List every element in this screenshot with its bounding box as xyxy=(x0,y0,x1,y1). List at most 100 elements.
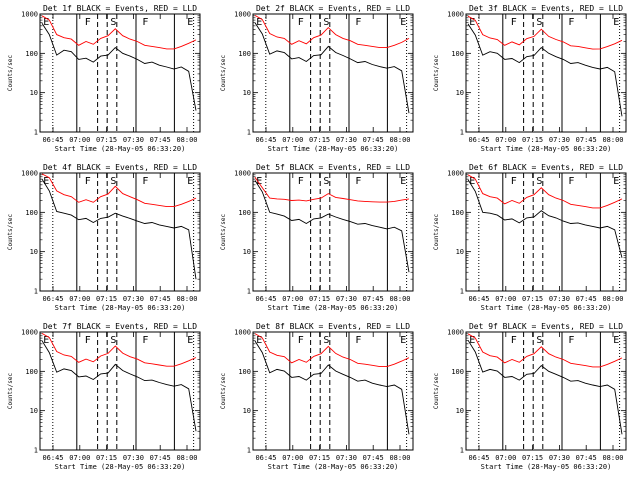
x-tick-label: 07:00 xyxy=(69,136,90,144)
y-tick-label: 100 xyxy=(25,368,38,376)
plot-frame xyxy=(39,331,201,451)
interval-label: S xyxy=(323,176,329,187)
panel-title: Det 8f BLACK = Events, RED = LLD xyxy=(256,322,410,331)
y-axis-label: Counts/sec xyxy=(7,373,14,410)
y-axis-label: Counts/sec xyxy=(7,214,14,251)
y-tick-label: 1000 xyxy=(234,170,251,178)
y-tick-label: 1000 xyxy=(21,11,38,19)
panel-det-1: Det 1f BLACK = Events, RED = LLD Counts/s… xyxy=(7,4,201,153)
interval-label: F xyxy=(355,17,361,28)
y-tick-label: 10 xyxy=(243,89,251,97)
x-tick-label: 06:45 xyxy=(468,454,489,462)
interval-label: F xyxy=(568,17,574,28)
events-series-line xyxy=(254,340,410,435)
x-tick-label: 06:45 xyxy=(42,454,63,462)
events-series-line xyxy=(41,23,197,111)
plot-frame xyxy=(252,172,414,292)
panel-det-8: Det 8f BLACK = Events, RED = LLD Counts/s… xyxy=(220,322,414,471)
y-tick-label: 100 xyxy=(238,209,251,217)
panel-det-6: Det 6f BLACK = Events, RED = LLD Counts/s… xyxy=(433,163,627,312)
lld-series-line xyxy=(467,15,623,50)
y-tick-label: 1 xyxy=(460,447,464,455)
x-tick-label: 07:45 xyxy=(576,295,597,303)
plot-frame xyxy=(465,331,627,451)
interval-label: F xyxy=(298,335,304,346)
x-tick-label: 06:45 xyxy=(468,295,489,303)
interval-label: F xyxy=(355,176,361,187)
events-series-line xyxy=(467,179,623,258)
panel-title: Det 9f BLACK = Events, RED = LLD xyxy=(469,322,623,331)
y-tick-label: 10 xyxy=(243,407,251,415)
y-tick-label: 1000 xyxy=(234,329,251,337)
y-tick-label: 100 xyxy=(25,50,38,58)
x-tick-label: 07:45 xyxy=(150,136,171,144)
interval-label: S xyxy=(110,17,116,28)
plot-frame xyxy=(252,13,414,133)
x-tick-label: 07:15 xyxy=(309,136,330,144)
panel-det-2: Det 2f BLACK = Events, RED = LLD Counts/s… xyxy=(220,4,414,153)
y-axis-label: Counts/sec xyxy=(220,55,227,92)
x-axis-label: Start Time (28-May-05 06:33:20) xyxy=(268,304,399,312)
x-axis-label: Start Time (28-May-05 06:33:20) xyxy=(55,145,186,153)
x-tick-label: 07:15 xyxy=(309,454,330,462)
panel-title: Det 7f BLACK = Events, RED = LLD xyxy=(43,322,197,331)
x-tick-label: 08:00 xyxy=(389,136,410,144)
x-tick-label: 07:00 xyxy=(282,454,303,462)
x-tick-label: 07:15 xyxy=(96,295,117,303)
interval-label: F xyxy=(298,17,304,28)
x-tick-label: 06:45 xyxy=(468,136,489,144)
interval-label: F xyxy=(85,335,91,346)
panel-title: Det 6f BLACK = Events, RED = LLD xyxy=(469,163,623,172)
panel-title: Det 3f BLACK = Events, RED = LLD xyxy=(469,4,623,13)
panel-title: Det 4f BLACK = Events, RED = LLD xyxy=(43,163,197,172)
interval-label: S xyxy=(536,176,542,187)
x-tick-label: 07:00 xyxy=(69,454,90,462)
x-tick-label: 07:45 xyxy=(576,454,597,462)
interval-label: S xyxy=(323,17,329,28)
y-tick-label: 10 xyxy=(456,248,464,256)
x-tick-label: 07:30 xyxy=(549,454,570,462)
x-tick-label: 06:45 xyxy=(42,295,63,303)
x-tick-label: 08:00 xyxy=(389,454,410,462)
interval-label: F xyxy=(142,17,148,28)
y-tick-label: 1000 xyxy=(447,170,464,178)
panel-det-3: Det 3f BLACK = Events, RED = LLD Counts/s… xyxy=(433,4,627,153)
x-tick-label: 07:30 xyxy=(336,295,357,303)
y-axis-label: Counts/sec xyxy=(220,214,227,251)
interval-label: E xyxy=(43,176,49,187)
x-tick-label: 08:00 xyxy=(176,454,197,462)
x-axis-label: Start Time (28-May-05 06:33:20) xyxy=(268,463,399,471)
y-tick-label: 100 xyxy=(451,368,464,376)
x-tick-label: 08:00 xyxy=(389,295,410,303)
y-tick-label: 100 xyxy=(238,50,251,58)
x-tick-label: 07:00 xyxy=(282,136,303,144)
y-tick-label: 100 xyxy=(451,50,464,58)
y-tick-label: 1 xyxy=(34,288,38,296)
interval-label: F xyxy=(142,176,148,187)
y-tick-label: 10 xyxy=(456,407,464,415)
x-tick-label: 07:00 xyxy=(495,136,516,144)
lld-series-line xyxy=(467,333,623,368)
interval-label: E xyxy=(400,176,406,187)
y-tick-label: 100 xyxy=(238,368,251,376)
x-tick-label: 07:15 xyxy=(522,454,543,462)
interval-label: F xyxy=(568,176,574,187)
plot-frame xyxy=(39,13,201,133)
interval-label: E xyxy=(469,176,475,187)
x-tick-label: 07:30 xyxy=(123,295,144,303)
y-tick-label: 1 xyxy=(247,447,251,455)
interval-label: F xyxy=(85,17,91,28)
x-tick-label: 08:00 xyxy=(176,295,197,303)
x-tick-label: 07:15 xyxy=(522,136,543,144)
y-tick-label: 1 xyxy=(460,129,464,137)
x-tick-label: 07:30 xyxy=(336,454,357,462)
x-tick-label: 07:45 xyxy=(363,295,384,303)
x-tick-label: 07:15 xyxy=(309,295,330,303)
interval-label: E xyxy=(43,335,49,346)
lld-series-line xyxy=(41,333,197,367)
x-tick-label: 07:45 xyxy=(363,136,384,144)
interval-label: F xyxy=(298,176,304,187)
x-tick-label: 07:15 xyxy=(522,295,543,303)
y-tick-label: 10 xyxy=(30,248,38,256)
interval-label: F xyxy=(355,335,361,346)
